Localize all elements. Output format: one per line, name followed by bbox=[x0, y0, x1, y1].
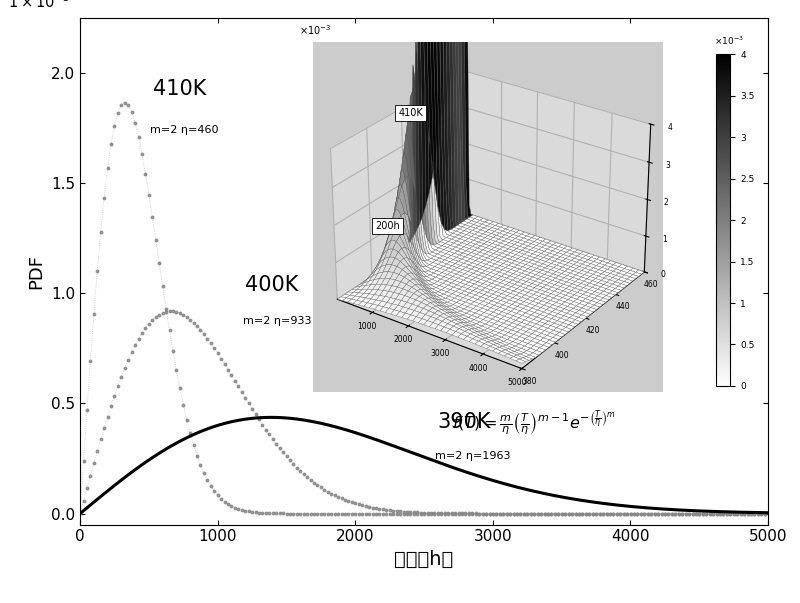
Text: m=2 η=1963: m=2 η=1963 bbox=[435, 450, 510, 461]
Text: $\times10^{-3}$: $\times10^{-3}$ bbox=[299, 24, 331, 37]
Text: 390K: 390K bbox=[438, 412, 491, 432]
Text: $\times10^{-3}$: $\times10^{-3}$ bbox=[714, 35, 744, 47]
Y-axis label: PDF: PDF bbox=[27, 254, 46, 289]
Text: m=2 η=460: m=2 η=460 bbox=[150, 125, 218, 134]
Text: $f(T)=\frac{m}{\eta}\left(\frac{T}{\eta}\right)^{m-1}e^{-\left(\frac{T}{\eta}\ri: $f(T)=\frac{m}{\eta}\left(\frac{T}{\eta}… bbox=[451, 408, 615, 438]
Text: 410K: 410K bbox=[153, 79, 206, 99]
Text: $1\times10^{-3}$: $1\times10^{-3}$ bbox=[8, 0, 70, 11]
Text: m=2 η=933: m=2 η=933 bbox=[243, 316, 311, 326]
Text: 400K: 400K bbox=[245, 275, 298, 295]
X-axis label: 寿命（h）: 寿命（h） bbox=[394, 550, 454, 569]
